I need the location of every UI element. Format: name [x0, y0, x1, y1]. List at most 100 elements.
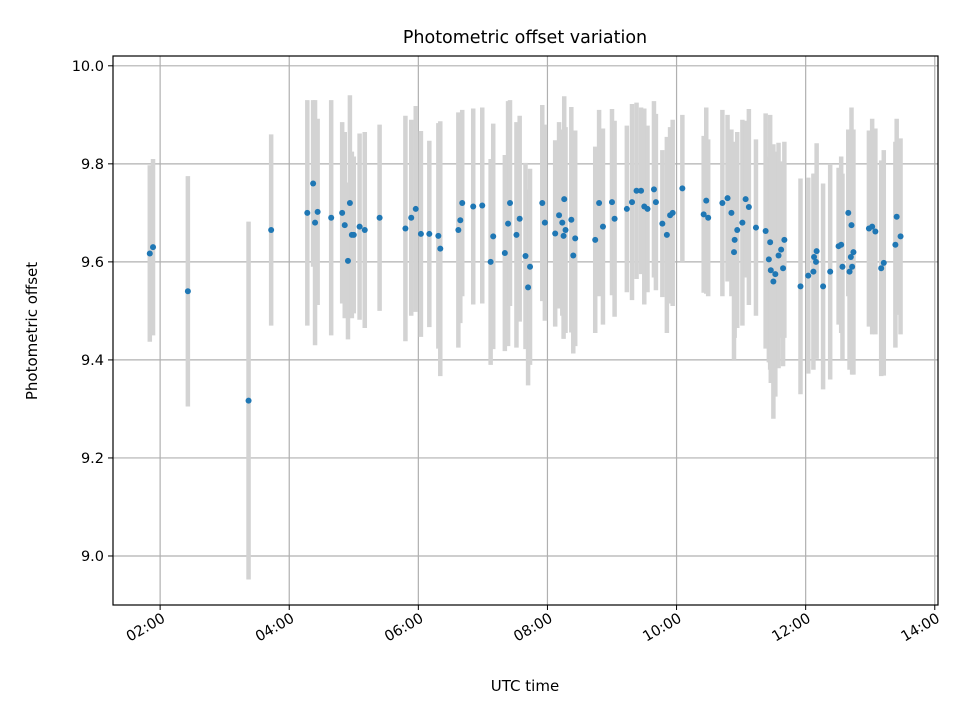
- data-point: [767, 267, 774, 274]
- data-point: [402, 225, 409, 232]
- data-point: [811, 253, 818, 260]
- data-point: [527, 263, 534, 270]
- data-point: [659, 220, 666, 227]
- data-point: [734, 227, 741, 234]
- data-point: [880, 259, 887, 266]
- x-tick-label: 04:00: [253, 611, 297, 646]
- data-point: [470, 203, 477, 210]
- data-point: [623, 205, 630, 212]
- data-point: [376, 214, 383, 221]
- data-point: [848, 222, 855, 229]
- data-point: [633, 187, 640, 194]
- data-point: [596, 200, 603, 207]
- data-point: [812, 258, 819, 265]
- data-point: [731, 236, 738, 243]
- data-point: [572, 235, 579, 242]
- data-point: [525, 284, 532, 291]
- data-point: [435, 232, 442, 239]
- data-point: [146, 250, 153, 257]
- data-point: [310, 180, 317, 187]
- data-point: [897, 233, 904, 240]
- data-point: [813, 248, 820, 255]
- x-tick-label: 12:00: [769, 611, 813, 646]
- data-point: [592, 236, 599, 243]
- data-point: [268, 227, 275, 234]
- data-points: [146, 180, 904, 404]
- data-point: [663, 231, 670, 238]
- x-tick-label: 02:00: [124, 611, 168, 646]
- data-point: [455, 227, 462, 234]
- data-point: [650, 186, 657, 193]
- data-point: [638, 187, 645, 194]
- x-tick-label: 06:00: [382, 611, 426, 646]
- data-point: [490, 233, 497, 240]
- data-point: [770, 278, 777, 285]
- data-point: [752, 224, 759, 231]
- y-tick-label: 9.0: [81, 549, 104, 565]
- data-point: [562, 227, 569, 234]
- data-point: [552, 230, 559, 237]
- data-point: [724, 195, 731, 202]
- data-point: [560, 232, 567, 239]
- data-point: [417, 230, 424, 237]
- data-point: [459, 200, 466, 207]
- data-point: [184, 288, 191, 295]
- data-point: [846, 268, 853, 275]
- data-point: [505, 220, 512, 227]
- data-point: [845, 209, 852, 216]
- data-point: [599, 223, 606, 230]
- data-point: [245, 397, 252, 404]
- data-point: [700, 211, 707, 218]
- data-point: [487, 258, 494, 265]
- data-point: [541, 219, 548, 226]
- data-point: [878, 265, 885, 272]
- data-point: [350, 231, 357, 238]
- data-point: [516, 215, 523, 222]
- data-point: [501, 250, 508, 257]
- data-point: [745, 203, 752, 210]
- data-point: [513, 231, 520, 238]
- data-point: [705, 214, 712, 221]
- data-point: [780, 265, 787, 272]
- data-point: [849, 263, 856, 270]
- data-point: [742, 196, 749, 203]
- data-point: [838, 241, 845, 248]
- data-point: [820, 283, 827, 290]
- data-point: [872, 228, 879, 235]
- x-tick-label: 08:00: [511, 611, 555, 646]
- data-point: [556, 212, 563, 219]
- data-point: [356, 223, 363, 230]
- y-axis-title: Photometric offset: [23, 262, 41, 400]
- data-point: [850, 249, 857, 256]
- data-point: [570, 252, 577, 259]
- data-point: [767, 239, 774, 246]
- data-point: [561, 196, 568, 203]
- y-tick-label: 9.6: [81, 255, 104, 271]
- data-point: [412, 205, 419, 212]
- data-point: [827, 268, 834, 275]
- data-point: [810, 268, 817, 275]
- data-point: [765, 256, 772, 263]
- data-point: [892, 241, 899, 248]
- data-point: [839, 263, 846, 270]
- y-tick-label: 9.8: [81, 157, 104, 173]
- data-point: [312, 219, 319, 226]
- data-point: [772, 271, 779, 278]
- x-tick-label: 14:00: [899, 611, 943, 646]
- data-point: [797, 283, 804, 290]
- data-point: [611, 215, 618, 222]
- data-point: [314, 208, 321, 215]
- data-point: [559, 219, 566, 226]
- y-tick-label: 9.4: [81, 353, 104, 369]
- chart-title: Photometric offset variation: [403, 28, 647, 48]
- data-point: [781, 236, 788, 243]
- data-point: [361, 227, 368, 234]
- data-point: [341, 222, 348, 229]
- data-point: [522, 252, 529, 259]
- data-point: [457, 217, 464, 224]
- plot-area-frame: [112, 55, 939, 606]
- data-point: [539, 200, 546, 207]
- data-point: [150, 244, 157, 251]
- data-point: [479, 202, 486, 209]
- data-point: [437, 245, 444, 252]
